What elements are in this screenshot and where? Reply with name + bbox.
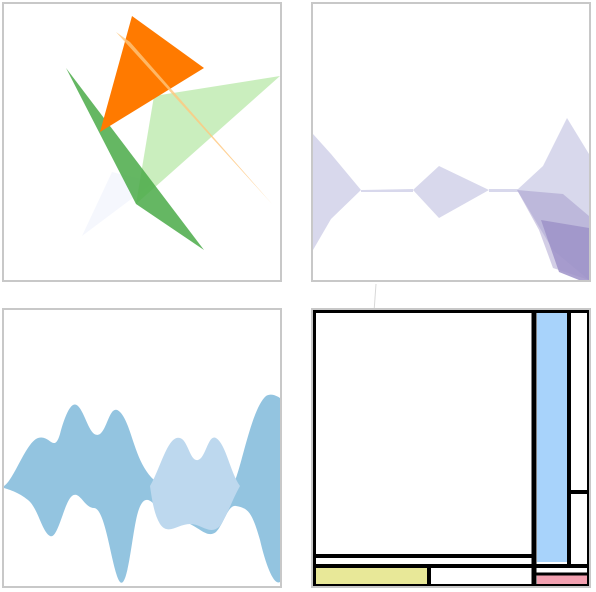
blue-stream-light-segment [150, 437, 240, 530]
lavender-stream-left-tail [361, 189, 413, 192]
lavender-streamgraph-svg [313, 118, 589, 280]
blue-stream-main [4, 394, 280, 583]
purple-stream-bottom [541, 220, 589, 280]
mondrian-yellow-block [313, 568, 429, 586]
blue-streamgraph-svg [4, 394, 280, 583]
orange-triangle [100, 16, 204, 132]
mondrian-blue-block [537, 310, 569, 562]
dark-green-triangle [66, 68, 204, 250]
lavender-stream-left [313, 134, 361, 250]
blue-streamgraph-panel [2, 308, 282, 588]
mondrian-grid-lines [313, 310, 589, 586]
mondrian-pink-block [537, 574, 589, 586]
triangle-composition-svg [66, 16, 280, 250]
mondrian-grid-panel [311, 308, 591, 588]
mondrian-grid-svg [313, 310, 589, 586]
divider-mark [373, 284, 377, 312]
lavender-stream-middle [413, 166, 489, 218]
lavender-streamgraph-panel [311, 2, 591, 282]
peach-sliver-triangle [116, 32, 272, 204]
lavender-stream-middle-tail [489, 189, 519, 192]
triangle-composition-panel [2, 2, 282, 282]
light-green-triangle [136, 76, 280, 204]
